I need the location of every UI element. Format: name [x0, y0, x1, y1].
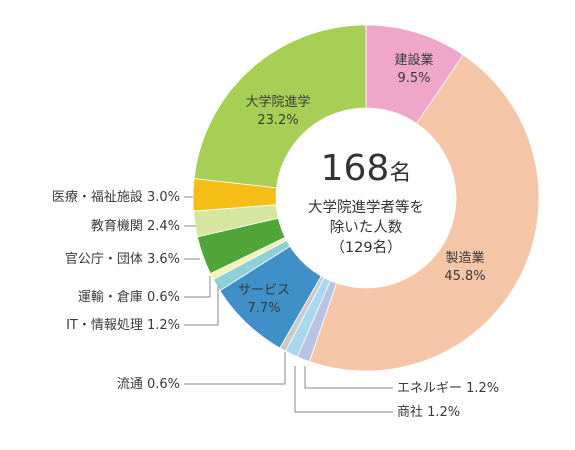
- leader-line-4: [294, 366, 393, 413]
- slice-label-12: 大学院進学: [245, 94, 310, 110]
- slice-label-11: 医療・福祉施設 3.0%: [52, 189, 180, 205]
- slice-label-7: IT・情報処理 1.2%: [66, 318, 180, 333]
- center-line-2: 除いた人数: [330, 219, 403, 236]
- slice-label-8: 運輸・倉庫 0.6%: [78, 290, 180, 305]
- slice-label-10: 教育機関 2.4%: [91, 218, 180, 234]
- leader-line-3: [304, 366, 393, 389]
- center-total-unit: 名: [389, 161, 411, 186]
- slice-label-4: 商社 1.2%: [397, 404, 460, 420]
- slice-label-2: 製造業: [445, 250, 484, 266]
- center-total-text: 168名: [321, 148, 412, 189]
- donut-hole: [276, 108, 456, 288]
- slice-label-9: 官公庁・団体 3.6%: [65, 251, 180, 267]
- slice-label-5: 流通 0.6%: [117, 377, 180, 392]
- slice-value-6: 7.7%: [247, 301, 280, 316]
- slice-value-2: 45.8%: [444, 269, 485, 284]
- slice-label-1: 建設業: [394, 52, 433, 68]
- leaders-layer: [184, 196, 393, 413]
- center-line-3: （129名）: [330, 239, 401, 256]
- leader-line-8: [184, 276, 211, 298]
- center-total-number: 168: [321, 148, 390, 189]
- slice-label-6: サービス: [238, 283, 290, 298]
- labels-layer: 建設業 9.5% 製造業 45.8% サービス 7.7% 大学院進学 23.2% エネルギー 1…: [52, 52, 499, 420]
- leader-line-5: [184, 352, 286, 385]
- slice-label-3: エネルギー 1.2%: [397, 381, 499, 396]
- leader-line-7: [184, 286, 219, 326]
- slice-value-1: 9.5%: [397, 71, 430, 86]
- slice-value-12: 23.2%: [257, 113, 298, 128]
- center-line-1: 大学院進学者等を: [308, 198, 424, 216]
- center-block: 168名 大学院進学者等を 除いた人数 （129名）: [308, 148, 424, 256]
